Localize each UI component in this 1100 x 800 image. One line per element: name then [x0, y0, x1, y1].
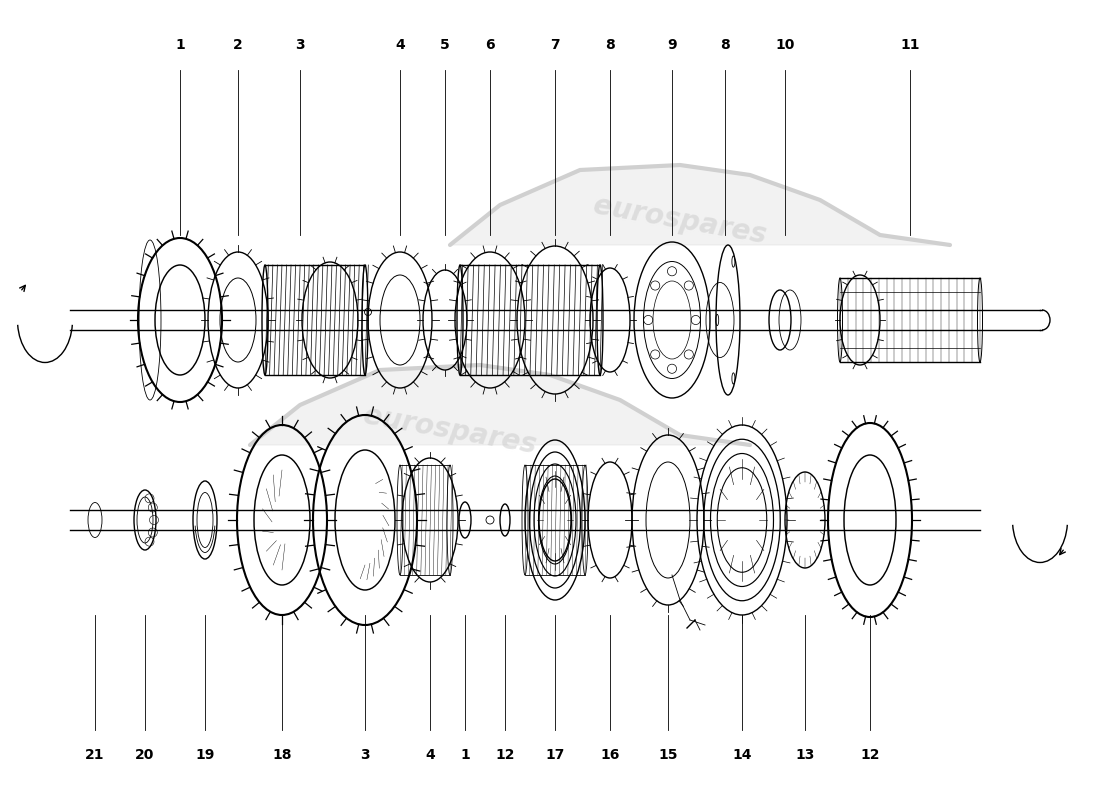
Text: eurospares: eurospares — [361, 401, 539, 459]
Text: 4: 4 — [395, 38, 405, 52]
Text: 14: 14 — [733, 748, 751, 762]
Text: 18: 18 — [273, 748, 292, 762]
Text: 13: 13 — [795, 748, 815, 762]
Text: 8: 8 — [720, 38, 730, 52]
Text: 4: 4 — [425, 748, 435, 762]
Text: 11: 11 — [900, 38, 920, 52]
Text: 15: 15 — [658, 748, 678, 762]
Text: 3: 3 — [295, 38, 305, 52]
Text: eurospares: eurospares — [591, 191, 769, 249]
Text: 3: 3 — [360, 748, 370, 762]
Text: 20: 20 — [135, 748, 155, 762]
Text: 10: 10 — [776, 38, 794, 52]
Text: 6: 6 — [485, 38, 495, 52]
Text: 7: 7 — [550, 38, 560, 52]
Text: 12: 12 — [860, 748, 880, 762]
Text: 21: 21 — [86, 748, 104, 762]
Text: 16: 16 — [601, 748, 619, 762]
Text: 8: 8 — [605, 38, 615, 52]
Text: 12: 12 — [495, 748, 515, 762]
Text: 1: 1 — [175, 38, 185, 52]
Text: 1: 1 — [460, 748, 470, 762]
Text: 17: 17 — [546, 748, 564, 762]
Text: 5: 5 — [440, 38, 450, 52]
Text: 9: 9 — [668, 38, 676, 52]
Text: 19: 19 — [196, 748, 214, 762]
Text: 2: 2 — [233, 38, 243, 52]
Polygon shape — [250, 365, 750, 445]
Polygon shape — [450, 165, 950, 245]
